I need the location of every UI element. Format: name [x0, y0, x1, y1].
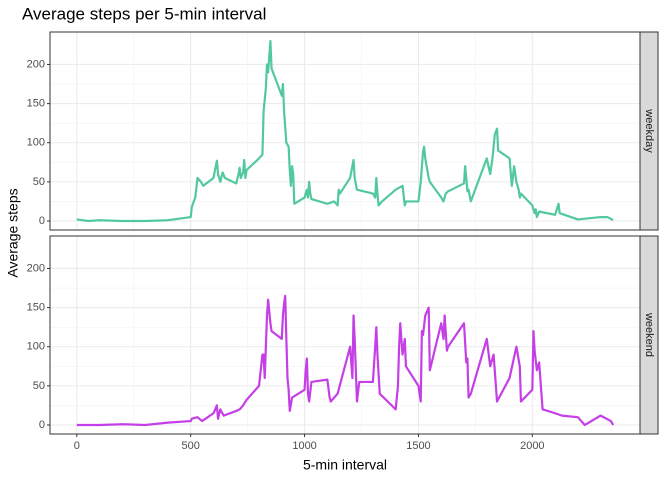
- y-axis-title: Average steps: [5, 188, 21, 277]
- y-tick-label: 50: [33, 380, 45, 392]
- y-tick-label: 50: [33, 176, 45, 188]
- y-tick-label: 100: [27, 137, 45, 149]
- y-tick-label: 0: [39, 419, 45, 431]
- x-tick-label: 1000: [292, 440, 316, 452]
- panel-background: [50, 32, 640, 230]
- chart-title: Average steps per 5-min interval: [22, 4, 266, 23]
- y-tick-label: 150: [27, 98, 45, 110]
- strip-label: weekend: [643, 312, 655, 357]
- strip-label: weekday: [643, 108, 655, 153]
- line: [76, 39, 614, 223]
- y-tick-label: 0: [39, 215, 45, 227]
- panel-background: [50, 236, 640, 434]
- x-tick-label: 0: [74, 440, 80, 452]
- strip: [639, 31, 659, 231]
- line: [76, 294, 615, 427]
- x-tick-label: 1500: [406, 440, 430, 452]
- x-axis-title: 5-min interval: [303, 457, 387, 473]
- y-tick-label: 150: [27, 302, 45, 314]
- y-tick-label: 100: [27, 341, 45, 353]
- y-tick-label: 200: [27, 58, 45, 70]
- x-tick-label: 2000: [520, 440, 544, 452]
- y-tick-label: 200: [27, 262, 45, 274]
- x-tick-label: 500: [182, 440, 200, 452]
- strip: [639, 235, 659, 435]
